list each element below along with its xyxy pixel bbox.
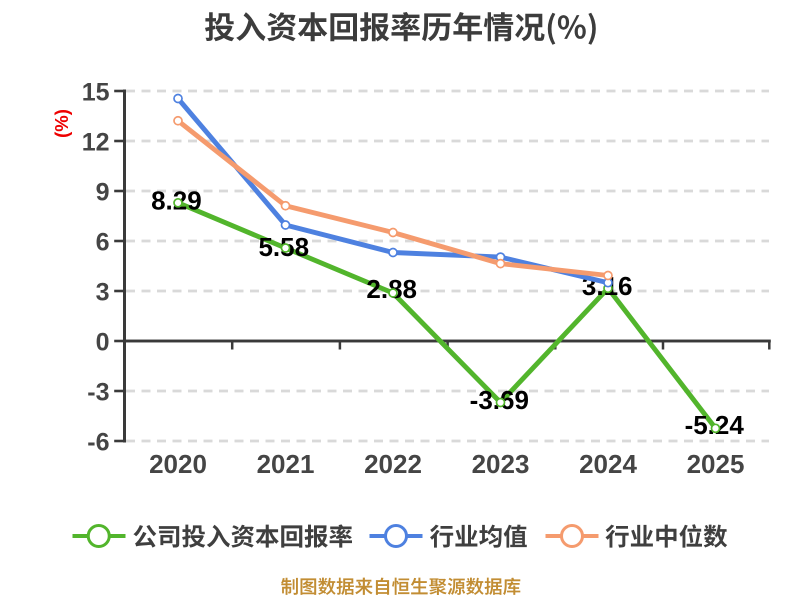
svg-text:2025: 2025 <box>687 449 745 479</box>
svg-text:9: 9 <box>96 178 110 206</box>
svg-text:2021: 2021 <box>257 449 315 479</box>
svg-text:12: 12 <box>82 128 110 156</box>
svg-text:3: 3 <box>96 278 110 306</box>
svg-text:15: 15 <box>82 78 110 106</box>
svg-text:-6: -6 <box>87 428 109 456</box>
svg-text:0: 0 <box>96 328 110 356</box>
svg-text:2022: 2022 <box>364 449 422 479</box>
svg-text:(%): (%) <box>51 109 72 138</box>
svg-text:2023: 2023 <box>472 449 530 479</box>
svg-text:6: 6 <box>96 228 110 256</box>
svg-text:-3: -3 <box>87 378 109 406</box>
svg-text:2020: 2020 <box>149 449 207 479</box>
svg-text:2024: 2024 <box>579 449 637 479</box>
